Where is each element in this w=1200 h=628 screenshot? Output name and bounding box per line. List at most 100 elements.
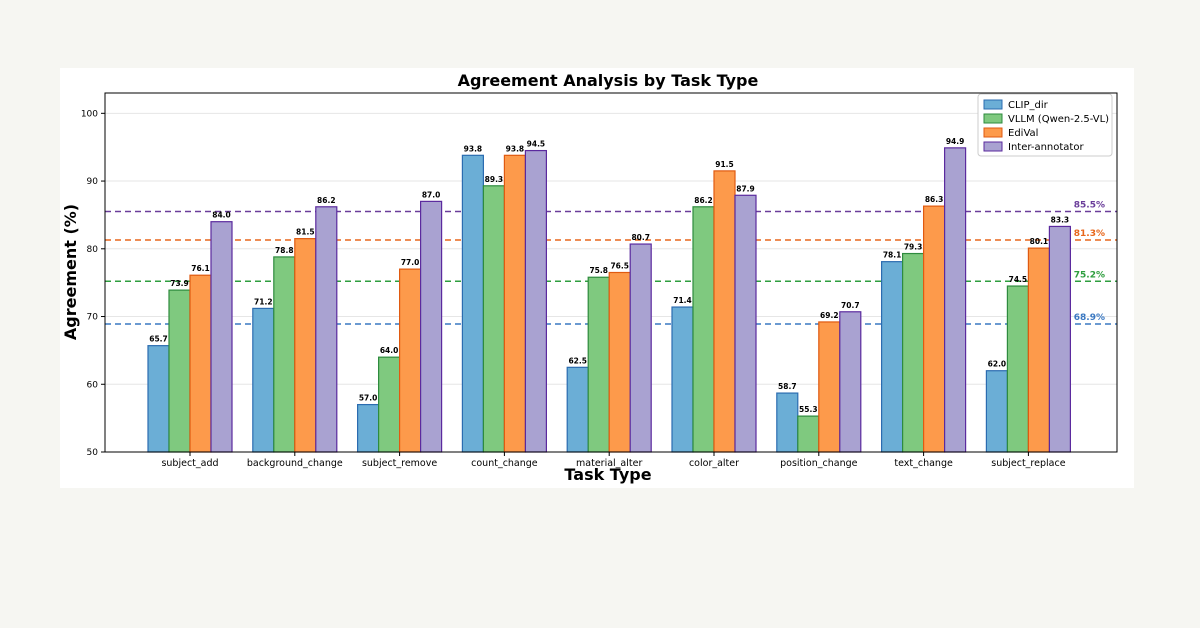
y-tick-label: 100 [81, 109, 98, 119]
bar-value-label: 76.1 [191, 264, 210, 273]
bar-value-label: 76.5 [610, 262, 629, 271]
legend-swatch [983, 113, 1003, 124]
reference-line-label: 68.9% [1074, 313, 1105, 323]
bar-value-label: 75.8 [589, 266, 608, 275]
bar [378, 356, 401, 453]
bar [1027, 247, 1051, 453]
bar [797, 415, 820, 453]
legend-label: CLIP_dir [1008, 100, 1049, 111]
reference-line-label: 81.3% [1074, 229, 1105, 239]
bar-value-label: 80.1 [1030, 237, 1049, 246]
y-axis-label: Agreement (%) [61, 204, 80, 340]
bar [482, 185, 505, 453]
legend-label: Inter-annotator [1008, 142, 1084, 153]
x-axis-label: Task Type [564, 465, 651, 484]
bar-value-label: 86.2 [694, 196, 713, 205]
x-tick-label: subject_remove [362, 458, 437, 469]
bar-value-label: 78.1 [883, 251, 902, 260]
bar-value-labels: 65.7 73.976.1 84.0 71.2 78.881.5 86.2 57.0 64.0… [149, 137, 1069, 414]
bar [880, 261, 904, 453]
y-tick-label: 80 [87, 245, 99, 255]
bar-value-label: 70.7 [841, 301, 860, 310]
bar [922, 205, 946, 453]
bar [147, 345, 170, 453]
bar [1048, 225, 1072, 453]
bar-value-label: 71.2 [254, 297, 273, 306]
reference-line-label: 85.5% [1074, 201, 1105, 211]
bar [503, 154, 526, 453]
bar-value-label: 55.3 [799, 405, 818, 414]
legend-label: VLLM (Qwen-2.5-VL) [1008, 114, 1109, 125]
axes: 50 60 70 80 90 100 subject_add background_chang… [81, 109, 1066, 469]
bar [671, 306, 694, 453]
bar [294, 238, 317, 453]
y-tick-label: 90 [87, 177, 99, 187]
bar [839, 311, 862, 453]
bar-value-label: 78.8 [275, 246, 294, 255]
reference-line-label: 75.2% [1074, 270, 1105, 280]
chart-figure: Agreement Analysis by Task Type 85.5% 81.… [60, 68, 1134, 488]
bar [399, 268, 422, 453]
bar [252, 307, 275, 453]
legend-swatch [983, 99, 1003, 110]
bar [901, 252, 925, 453]
y-tick-label: 70 [87, 313, 99, 323]
bar [315, 206, 338, 453]
bar [210, 221, 233, 453]
legend: CLIP_dir VLLM (Qwen-2.5-VL) EdiVal Inter-an… [977, 93, 1113, 157]
chart-title: Agreement Analysis by Task Type [458, 71, 759, 90]
x-tick-label: count_change [471, 458, 538, 469]
y-tick-label: 50 [87, 448, 99, 458]
bar-value-label: 79.3 [904, 243, 923, 252]
x-tick-label: position_change [780, 458, 857, 469]
bar-value-label: 83.3 [1051, 215, 1070, 224]
bar [587, 276, 610, 453]
plot-frame [104, 92, 1118, 453]
bar [524, 149, 547, 453]
bar [818, 321, 841, 453]
bar-value-label: 81.5 [296, 228, 315, 237]
bar-value-label: 94.5 [527, 140, 546, 149]
bar-value-label: 89.3 [485, 175, 504, 184]
bar [713, 170, 736, 453]
bars [147, 147, 1072, 453]
bar-value-label: 62.5 [568, 356, 587, 365]
bar [420, 200, 443, 453]
y-tick-label: 60 [87, 380, 99, 390]
bar [776, 392, 799, 453]
bar-value-label: 93.8 [464, 144, 483, 153]
bar-value-label: 80.7 [631, 233, 650, 242]
bar-value-label: 87.0 [422, 190, 441, 199]
bar [629, 243, 652, 453]
x-tick-label: subject_replace [991, 458, 1065, 469]
bar [985, 370, 1009, 453]
legend-swatch [983, 141, 1003, 152]
bar [734, 194, 757, 453]
bar [1006, 285, 1030, 453]
bar-value-label: 64.0 [380, 346, 399, 355]
bar-value-label: 93.8 [506, 144, 525, 153]
x-tick-label: subject_add [161, 458, 218, 469]
bar-value-label: 69.2 [820, 311, 839, 320]
bar-value-label: 86.3 [925, 195, 944, 204]
bar-value-label: 57.0 [359, 394, 378, 403]
bar-value-label: 65.7 [149, 335, 168, 344]
bar [943, 147, 967, 453]
bar-value-label: 73.9 [170, 279, 189, 288]
bar [273, 256, 296, 453]
bar-value-label: 74.5 [1009, 275, 1028, 284]
bar-chart: Agreement Analysis by Task Type 85.5% 81.… [61, 71, 1118, 484]
bar [608, 271, 631, 453]
bar-value-label: 87.9 [736, 184, 755, 193]
x-tick-label: text_change [894, 458, 953, 469]
bar-value-label: 91.5 [715, 160, 734, 169]
legend-box [977, 93, 1113, 157]
bar [461, 154, 484, 453]
x-tick-label: background_change [247, 458, 343, 469]
bar [189, 274, 212, 453]
bar [692, 206, 715, 453]
bar-value-label: 62.0 [988, 360, 1007, 369]
x-tick-label: color_alter [689, 458, 739, 469]
legend-label: EdiVal [1008, 128, 1038, 139]
bar-value-label: 84.0 [212, 211, 231, 220]
